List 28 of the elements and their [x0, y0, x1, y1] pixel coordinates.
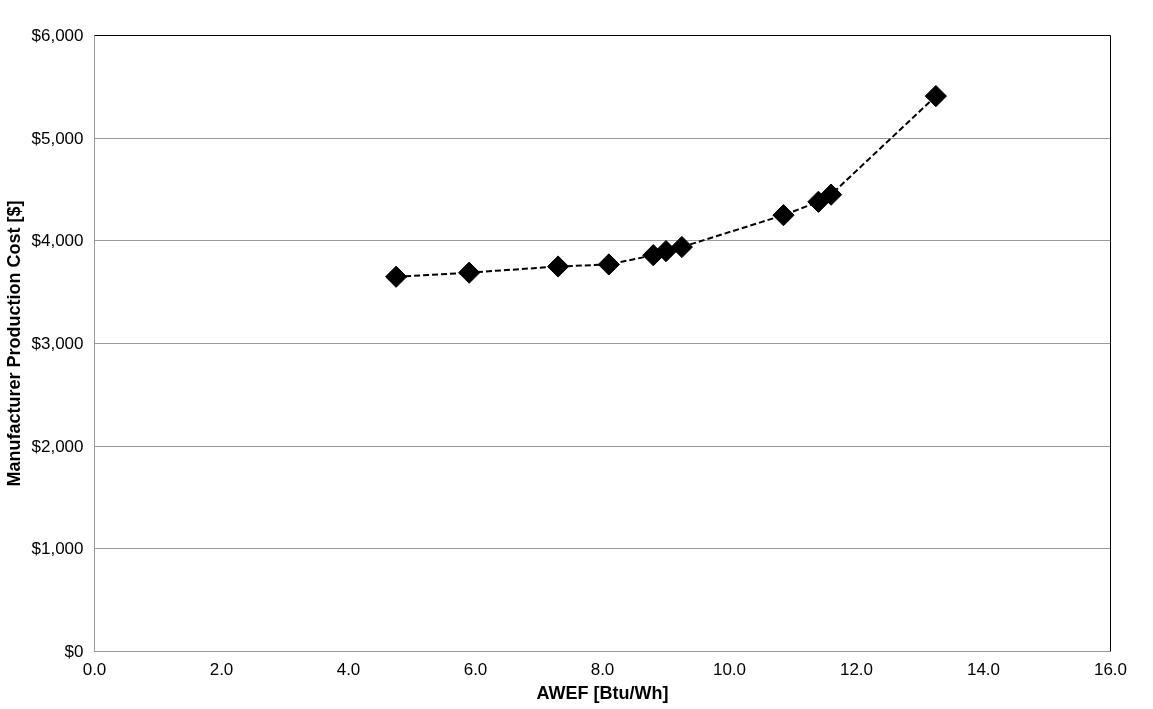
- x-tick-label: 16.0: [1093, 659, 1128, 679]
- point: [385, 265, 408, 288]
- y-tick-label: $0: [64, 642, 84, 661]
- y-tick-label: $4,000: [31, 231, 84, 251]
- y-tick-label: $1,000: [31, 539, 84, 559]
- point: [807, 190, 830, 213]
- x-tick-label: 12.0: [839, 659, 874, 679]
- y-axis-title: Manufacturer Production Cost [$]: [3, 200, 24, 487]
- y-tick-label: $5,000: [31, 128, 84, 148]
- x-tick-label: 14.0: [966, 659, 1001, 679]
- x-tick-label: 10.0: [712, 659, 747, 679]
- point: [458, 261, 481, 284]
- x-tick-label: 2.0: [209, 659, 234, 679]
- y-tick-label: $3,000: [31, 334, 84, 353]
- x-axis-title: AWEF [Btu/Wh]: [536, 682, 669, 703]
- x-tick-label: 0.0: [82, 659, 107, 679]
- y-tick-label: $6,000: [31, 26, 84, 45]
- x-tick-label: 8.0: [590, 659, 615, 679]
- point: [654, 239, 678, 263]
- x-tick-label: 6.0: [463, 659, 488, 679]
- point: [597, 253, 620, 276]
- point: [924, 84, 947, 108]
- x-tick-label: 4.0: [336, 659, 361, 679]
- point: [546, 255, 570, 278]
- point: [819, 183, 843, 206]
- y-tick-label: $2,000: [31, 436, 84, 456]
- point: [670, 235, 693, 259]
- point: [772, 204, 795, 227]
